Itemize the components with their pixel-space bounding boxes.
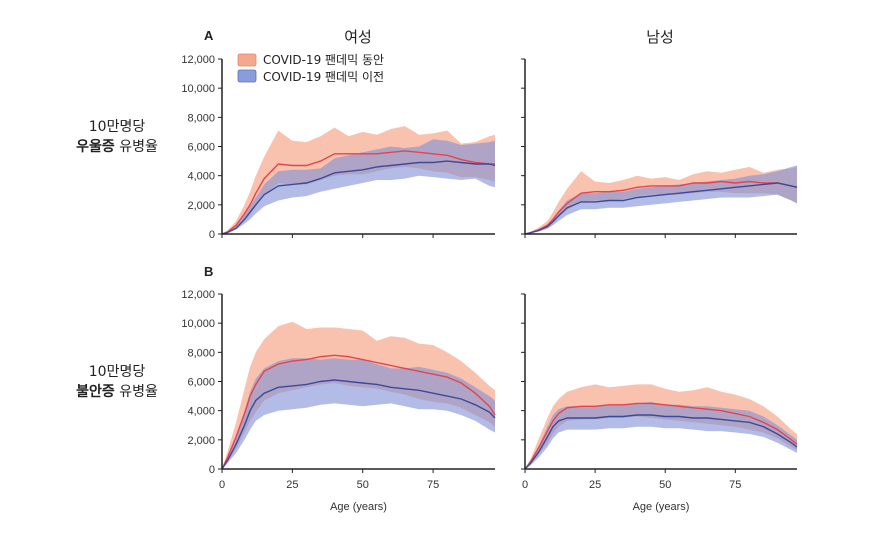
panel-a-male <box>521 58 798 238</box>
column-title-female: 여성 <box>344 28 372 46</box>
row-label-anxiety: 10만명당 불안증 유병율 <box>52 362 182 402</box>
band-during-b-male <box>525 384 797 469</box>
y-tick-label-a-female-12000: 12,000 <box>181 54 215 66</box>
row-label-anxiety-line1: 10만명당 <box>88 364 146 380</box>
x-tick-label-b-female-25: 25 <box>286 479 298 491</box>
line-pre-a-female <box>221 160 496 235</box>
line-during-b-male <box>524 402 798 470</box>
row-label-depression-bold: 우울증 <box>76 139 115 155</box>
line-during-b-female <box>221 354 496 470</box>
panel-b-female: 0 2,000 4,000 6,000 8,000 10,000 12,000 0 25 50 75… <box>181 289 496 513</box>
panel-letter-a: A <box>204 28 214 43</box>
row-label-anxiety-rest: 유병율 <box>114 384 158 400</box>
x-tick-label-b-male-75: 75 <box>729 479 741 491</box>
y-tick-label-a-female-10000: 10,000 <box>181 83 215 95</box>
legend-label-pre: COVID-19 팬데믹 이전 <box>263 70 384 84</box>
legend-swatch-pre <box>237 69 257 83</box>
y-tick-label-a-female-0: 0 <box>209 229 215 241</box>
x-tick-label-b-female-75: 75 <box>427 479 439 491</box>
row-label-depression-line1: 10만명당 <box>88 119 146 135</box>
legend-label-during: COVID-19 팬데믹 동안 <box>263 53 384 67</box>
x-tick-label-b-male-0: 0 <box>522 479 528 491</box>
panel-a-female: 0 2,000 4,000 6,000 8,000 10,000 12,000 <box>181 54 496 241</box>
y-tick-label-a-female-8000: 8,000 <box>187 112 215 124</box>
plots-layer: 0 2,000 4,000 6,000 8,000 10,000 12,000 0 2,000 4… <box>181 54 798 513</box>
row-label-depression: 10만명당 우울증 유병율 <box>52 117 182 157</box>
line-pre-b-female <box>221 379 496 470</box>
y-tick-label-b-female-2000: 2,000 <box>187 435 215 447</box>
line-pre-a-male <box>524 182 798 235</box>
y-tick-label-b-female-0: 0 <box>209 464 215 476</box>
line-during-a-male <box>524 180 798 235</box>
y-tick-label-b-female-12000: 12,000 <box>181 289 215 301</box>
column-title-male: 남성 <box>646 28 674 46</box>
line-pre-b-male <box>524 414 798 470</box>
y-tick-label-b-female-8000: 8,000 <box>187 347 215 359</box>
x-axis-label-b-male: Age (years) <box>633 501 690 513</box>
y-tick-label-a-female-6000: 6,000 <box>187 142 215 154</box>
x-tick-label-b-male-50: 50 <box>659 479 671 491</box>
panel-b-male: 0 25 50 75 Age (years) <box>521 293 798 513</box>
panel-letter-b: B <box>204 264 213 279</box>
band-during-b-female <box>222 321 495 469</box>
x-tick-label-b-male-25: 25 <box>589 479 601 491</box>
row-label-depression-rest: 유병율 <box>114 139 158 155</box>
y-tick-label-a-female-2000: 2,000 <box>187 200 215 212</box>
x-axis-label-b-female: Age (years) <box>330 501 387 513</box>
legend-swatch-during <box>237 53 257 67</box>
row-label-anxiety-bold: 불안증 <box>76 384 115 400</box>
y-tick-label-b-female-4000: 4,000 <box>187 406 215 418</box>
x-tick-label-b-female-50: 50 <box>357 479 369 491</box>
y-tick-label-a-female-4000: 4,000 <box>187 171 215 183</box>
x-tick-label-b-female-0: 0 <box>219 479 225 491</box>
y-tick-label-b-female-10000: 10,000 <box>181 318 215 330</box>
legend: COVID-19 팬데믹 동안 COVID-19 팬데믹 이전 <box>237 53 384 84</box>
line-during-a-female <box>221 150 495 235</box>
y-tick-label-b-female-6000: 6,000 <box>187 377 215 389</box>
